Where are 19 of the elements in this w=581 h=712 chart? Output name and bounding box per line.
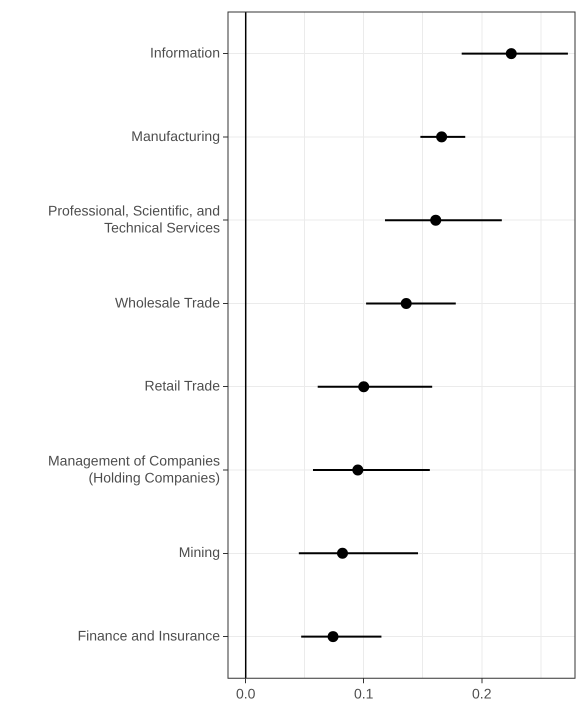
point <box>436 131 448 142</box>
y-tick-label: Retail Trade <box>144 378 220 394</box>
y-tick-label: Management of Companies (Holding Companies) <box>48 452 220 486</box>
point <box>328 631 339 642</box>
y-tick-label: Professional, Scientific, and Technical Services <box>48 202 220 236</box>
y-tick-label: Finance and Insurance <box>78 627 220 644</box>
x-tick-label: 0.0 <box>236 685 256 702</box>
point <box>506 48 517 60</box>
x-tick-label: 0.1 <box>354 685 374 702</box>
y-tick-label: Manufacturing <box>131 128 220 144</box>
y-tick-label: Information <box>150 44 220 60</box>
point <box>430 214 442 226</box>
point <box>358 381 370 392</box>
point <box>352 464 364 476</box>
y-tick-label: Wholesale Trade <box>114 294 220 310</box>
point <box>400 298 412 309</box>
point <box>336 548 348 559</box>
x-tick-label: 0.2 <box>472 685 492 702</box>
y-tick-label: Mining <box>178 544 220 560</box>
